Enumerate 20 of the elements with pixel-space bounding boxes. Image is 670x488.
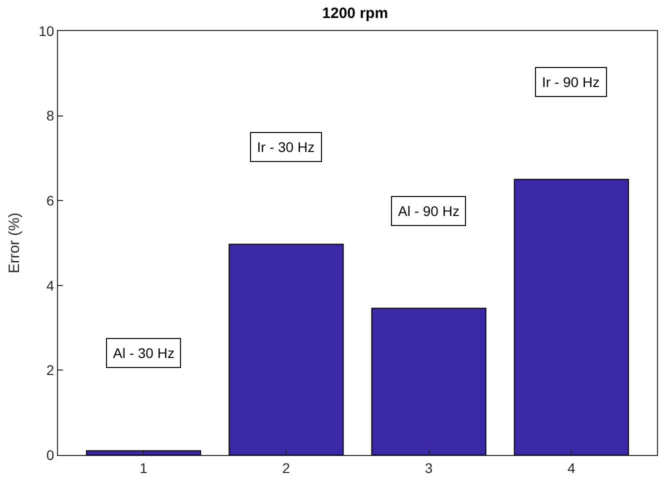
x-tick-label: 4	[568, 460, 576, 476]
bar	[371, 308, 486, 455]
bar	[514, 178, 629, 455]
y-axis-title: Error (%)	[6, 212, 23, 274]
annotation: Al - 90 Hz	[398, 203, 460, 219]
y-tick-label: 4	[46, 277, 54, 294]
annotation: Ir - 30 Hz	[257, 139, 315, 155]
bar	[228, 244, 344, 455]
y-tick-label: 2	[46, 362, 54, 378]
y-tick-label: 6	[46, 192, 54, 208]
x-tick-label: 2	[282, 460, 290, 476]
bar	[86, 450, 202, 455]
x-tick-label: 1	[140, 460, 148, 476]
chart-title: 1200 rpm	[322, 4, 388, 22]
annotation: Ir - 90 Hz	[542, 74, 600, 90]
x-tick-label: 3	[424, 460, 433, 476]
y-tick-label: 10	[38, 22, 54, 39]
y-tick-label: 0	[46, 446, 54, 463]
annotation: Al - 30 Hz	[113, 345, 174, 361]
y-tick-label: 8	[46, 108, 54, 124]
